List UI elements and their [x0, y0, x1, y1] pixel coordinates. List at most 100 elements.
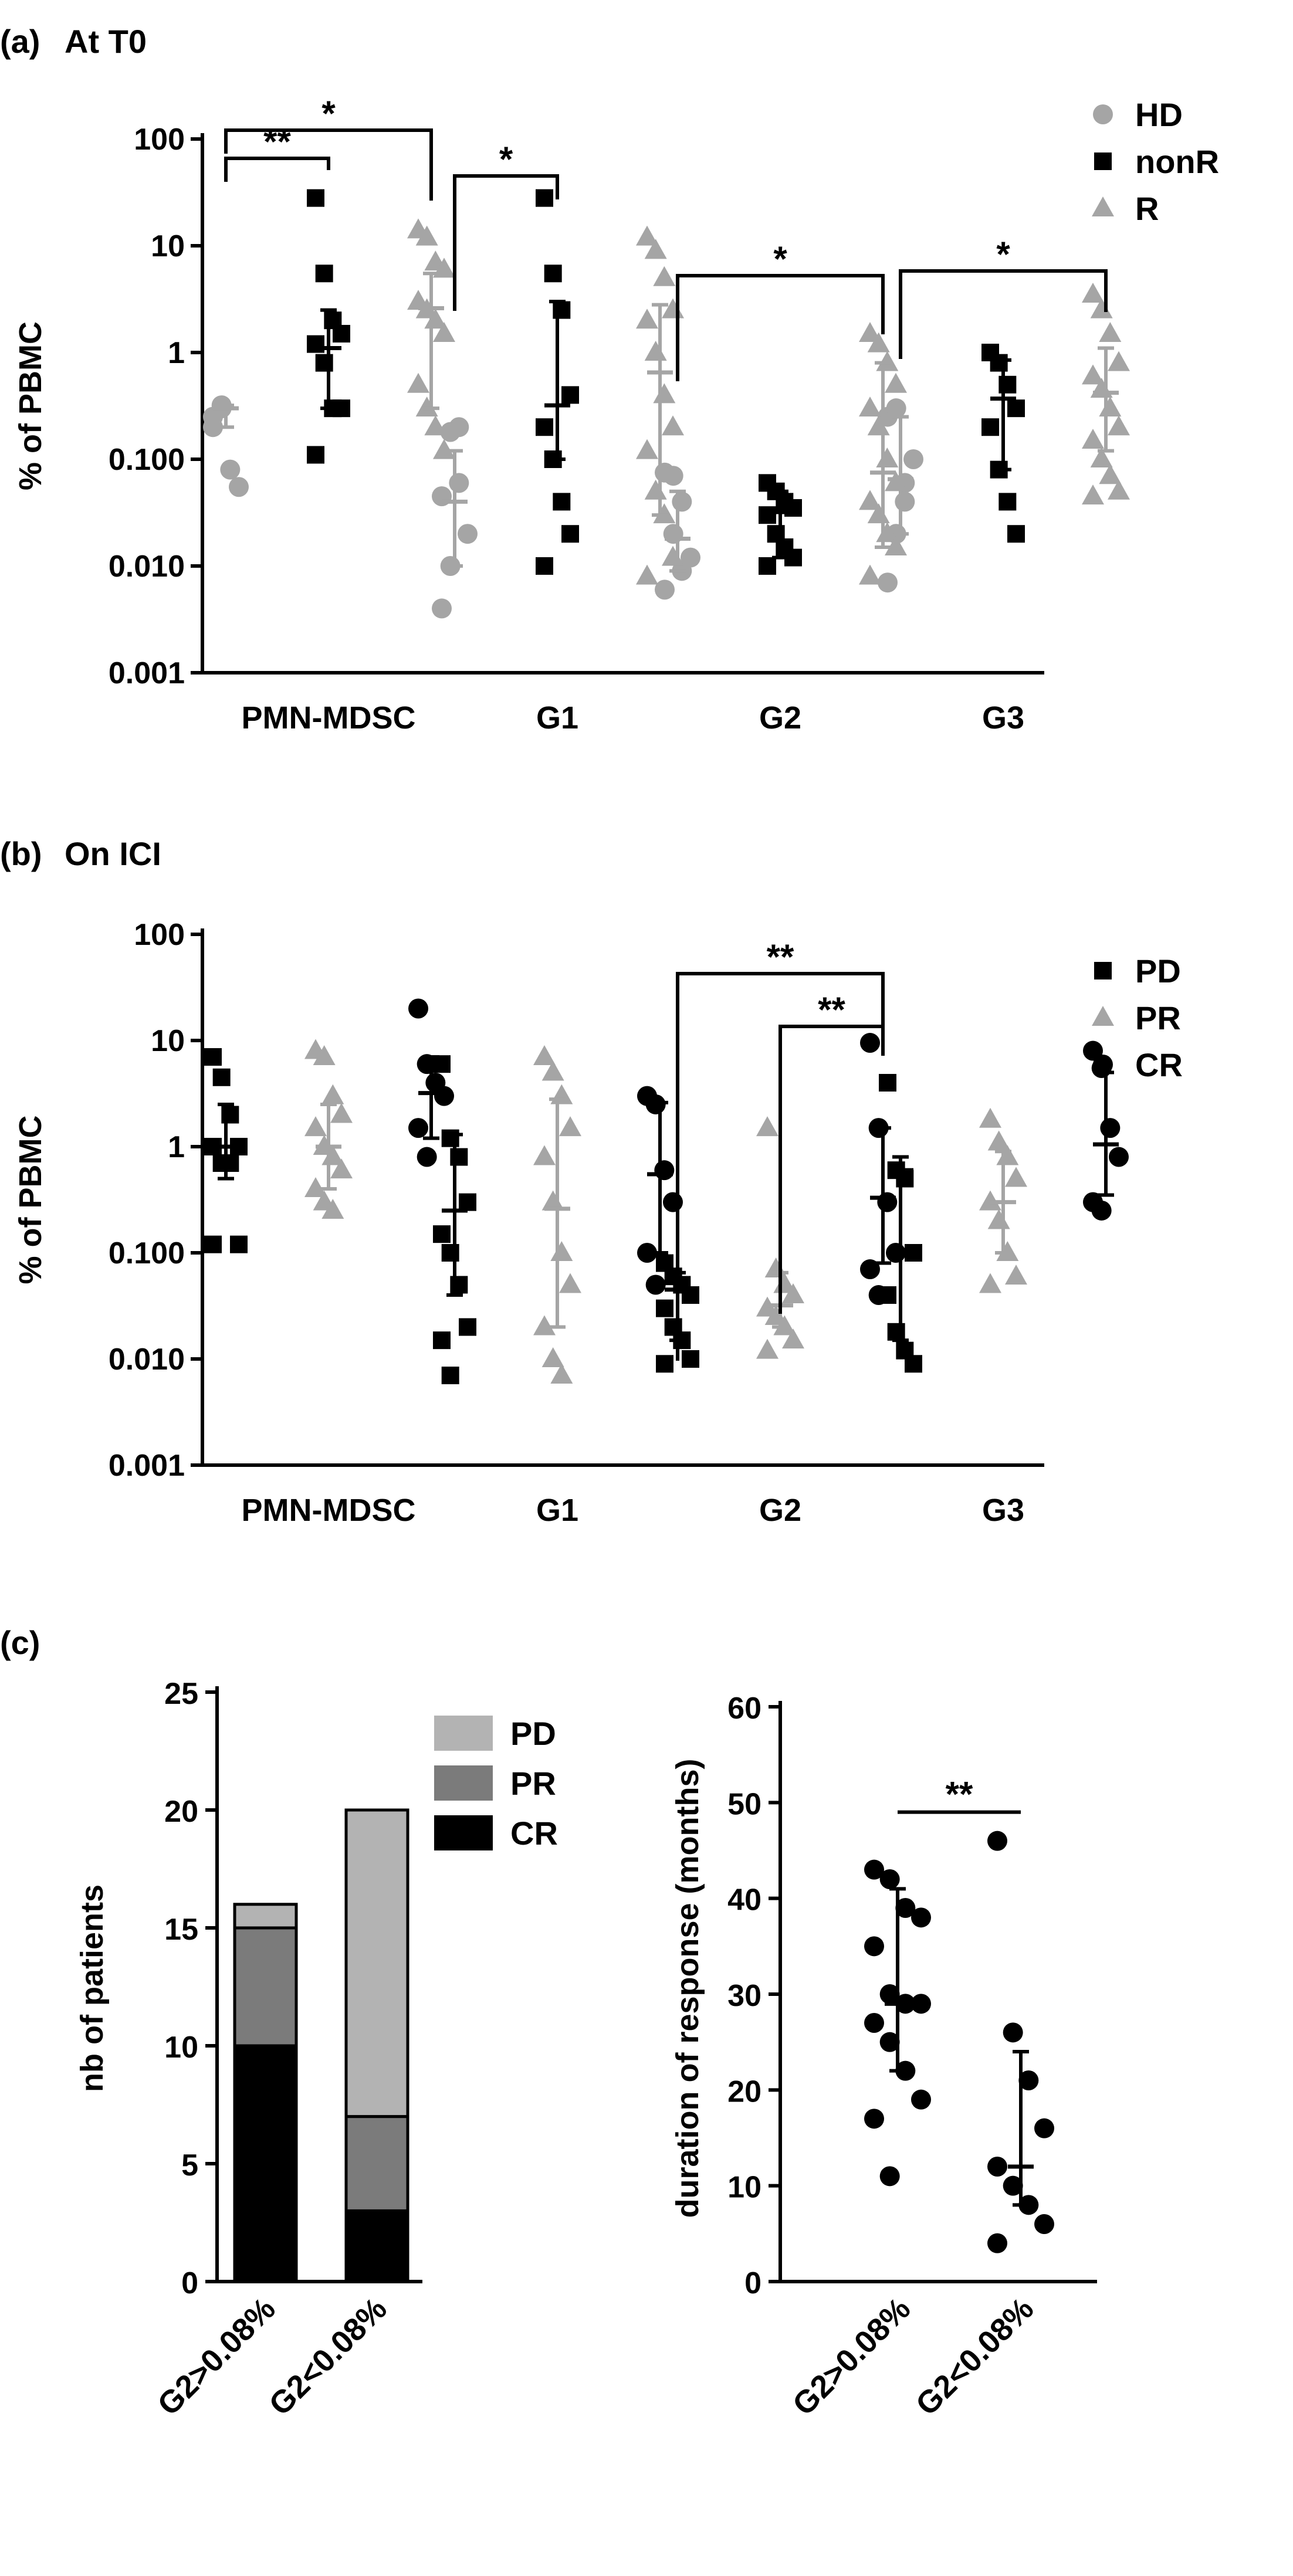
legend-label: PR [510, 1765, 556, 1802]
data-point [879, 2032, 900, 2052]
data-point [559, 1116, 581, 1137]
data-point [644, 239, 667, 259]
data-point [553, 301, 571, 319]
data-point [637, 1243, 657, 1263]
x-category-label: G2 [759, 700, 801, 735]
data-point [1090, 448, 1113, 467]
data-point [315, 265, 333, 283]
data-point [864, 1936, 884, 1957]
data-point [1034, 2214, 1054, 2234]
y-tick-label: 100 [134, 123, 185, 157]
data-point [1100, 1118, 1121, 1138]
data-point [655, 579, 675, 600]
data-point [533, 1145, 556, 1165]
data-point [434, 1086, 454, 1106]
data-point [886, 1243, 906, 1263]
data-point [756, 1116, 778, 1137]
data-point [330, 1103, 353, 1123]
data-point [459, 1193, 476, 1211]
data-point [1003, 2175, 1023, 2196]
data-point [408, 998, 428, 1019]
comparison-significance-label: ** [946, 1775, 973, 1814]
data-point [864, 2109, 884, 2129]
legend-marker [1094, 962, 1112, 979]
y-tick-label: 0.100 [109, 1236, 185, 1270]
data-point [662, 298, 684, 318]
data-point [656, 1355, 673, 1373]
data-point [1005, 1167, 1027, 1187]
data-point [204, 1048, 222, 1066]
data-point [1005, 1265, 1027, 1285]
y-tick-label: 40 [727, 1883, 761, 1917]
x-category-label: G2 [759, 1493, 801, 1528]
chart-c-left: 0 5 10 15 20 25 nb of patients G2>0.08%G2<0.08%… [75, 1677, 558, 2422]
y-tick-label: 15 [164, 1913, 198, 1947]
data-point [885, 535, 907, 555]
data-point [663, 1192, 683, 1212]
data-point [304, 1177, 327, 1198]
data-point [905, 1355, 922, 1373]
data-point [654, 1160, 675, 1181]
comparison-significance-label: * [773, 239, 787, 279]
data-point [644, 341, 667, 361]
y-axis-label: nb of patients [75, 1884, 110, 2092]
x-category-label: G2>0.08% [786, 2291, 918, 2422]
data-point [860, 1033, 880, 1053]
y-tick-label: 30 [727, 1979, 761, 2013]
data-point [859, 396, 881, 417]
legend-marker [1094, 152, 1112, 170]
legend-label: R [1135, 190, 1159, 227]
y-tick-label: 100 [134, 918, 185, 952]
x-category-label: PMN-MDSC [242, 700, 416, 735]
data-point [321, 1198, 344, 1219]
data-point [449, 417, 469, 438]
data-point [433, 321, 455, 342]
comparison-bracket [224, 128, 433, 201]
x-category-label: G3 [982, 700, 1024, 735]
data-point [424, 415, 447, 436]
data-point [663, 466, 683, 486]
data-point [458, 524, 478, 544]
data-point [450, 1148, 468, 1166]
data-point [885, 372, 907, 393]
data-point [307, 446, 324, 464]
data-point [895, 1898, 916, 1918]
comparison-significance-label: ** [818, 990, 845, 1029]
data-point [911, 2089, 931, 2110]
data-point [1082, 428, 1104, 449]
data-point [672, 492, 692, 512]
legend-marker [1092, 1006, 1114, 1026]
y-tick-label: 0.010 [109, 1343, 185, 1377]
y-tick-label: 10 [151, 229, 185, 263]
data-point [879, 1984, 900, 2004]
data-point [229, 477, 249, 497]
y-axis-label: duration of response (months) [670, 1759, 705, 2218]
data-point [553, 493, 571, 511]
data-point [407, 372, 429, 393]
x-category-label: G3 [982, 1493, 1024, 1528]
data-point [441, 1129, 459, 1147]
data-point [990, 354, 1008, 372]
data-point [864, 2013, 884, 2033]
data-point [544, 265, 562, 283]
data-point [1099, 396, 1122, 417]
bar-segment [233, 2044, 298, 2283]
legend-label: PR [1135, 999, 1181, 1036]
data-point [541, 1060, 564, 1081]
data-point [653, 266, 676, 286]
x-category-label: G2<0.08% [262, 2291, 394, 2422]
comparison-significance-label: * [499, 140, 513, 179]
data-point [550, 1084, 573, 1104]
data-point [636, 439, 658, 459]
data-point [536, 189, 553, 207]
data-point [864, 1859, 884, 1880]
data-point [450, 1276, 468, 1294]
panel-c-label: (c) [0, 1624, 40, 1661]
data-point [636, 225, 658, 246]
data-point [550, 1364, 573, 1384]
panel-a-title: At T0 [65, 23, 147, 60]
data-point [533, 1045, 556, 1066]
data-point [1034, 2118, 1054, 2138]
